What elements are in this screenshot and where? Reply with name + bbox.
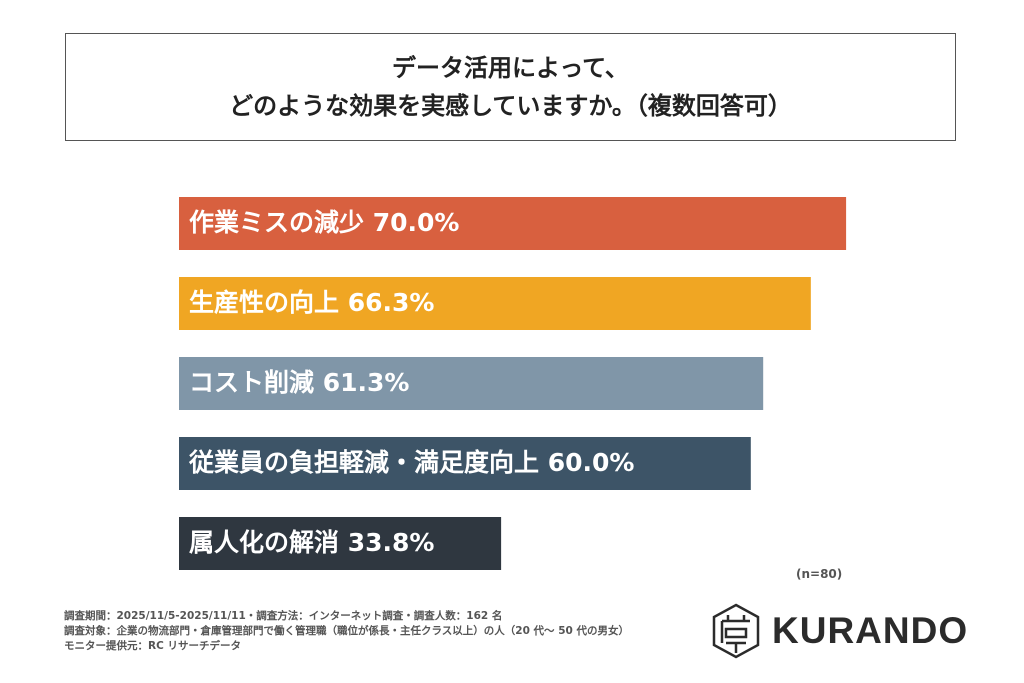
title-line-1: データ活用によって、 [392, 54, 629, 82]
bar-label: コスト削減 61.3% [189, 368, 410, 397]
title-line-2: どのような効果を実感していますか。（複数回答可） [229, 92, 792, 120]
survey-footer: 調査期間：2025/11/5-2025/11/11・調査方法：インターネット調査… [64, 609, 629, 654]
footer-line-3: モニター提供元：RC リサーチデータ [64, 640, 241, 652]
bar [179, 517, 502, 570]
bar [179, 197, 847, 250]
kurando-hexagon-icon [712, 603, 760, 659]
bar-label: 作業ミスの減少 70.0% [189, 208, 460, 237]
bar [179, 437, 751, 490]
bar-label: 従業員の負担軽減・満足度向上 60.0% [189, 448, 635, 477]
bar [179, 277, 811, 330]
bar [179, 357, 764, 410]
sample-size: (n=80) [796, 567, 843, 581]
footer-line-1: 調査期間：2025/11/5-2025/11/11・調査方法：インターネット調査… [64, 610, 503, 622]
bar-label: 生産性の向上 66.3% [189, 288, 435, 317]
footer-line-2: 調査対象：企業の物流部門・倉庫管理部門で働く管理職（職位が係長・主任クラス以上）… [64, 625, 629, 637]
logo-text: KURANDO [772, 610, 969, 651]
kurando-logo: KURANDO [710, 603, 968, 659]
bar-label: 属人化の解消 33.8% [189, 528, 435, 557]
chart-title: データ活用によって、 どのような効果を実感していますか。（複数回答可） [65, 33, 956, 141]
